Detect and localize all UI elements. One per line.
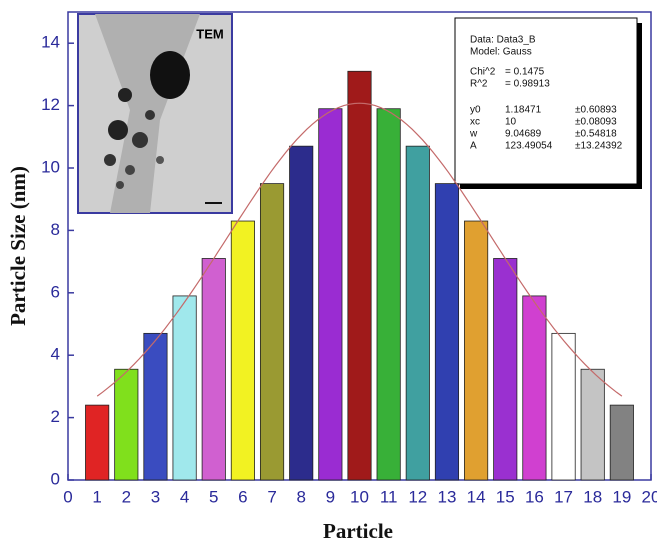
fit-model: Model: Gauss (470, 47, 532, 58)
bar (376, 108, 401, 481)
x-tick-label: 16 (525, 487, 544, 506)
x-tick-label: 12 (408, 487, 427, 506)
bar (289, 145, 314, 481)
y-tick-label: 14 (41, 33, 60, 52)
fit-param-name: y0 (470, 105, 481, 116)
fit-param-error: ±0.60893 (575, 105, 617, 116)
x-tick-label: 2 (122, 487, 131, 506)
fit-param-name: A (470, 141, 477, 152)
bar (318, 108, 343, 481)
x-tick-label: 18 (583, 487, 602, 506)
x-tick-label: 9 (326, 487, 335, 506)
bar (201, 258, 226, 481)
fit-param-value: 123.49054 (505, 141, 553, 152)
x-tick-label: 4 (180, 487, 189, 506)
y-tick-label: 10 (41, 157, 60, 176)
fit-param-error: ±0.54818 (575, 129, 617, 140)
fit-stat-name: Chi^2 (470, 67, 496, 78)
bar (230, 220, 255, 481)
y-tick-label: 0 (51, 469, 60, 488)
bar (85, 404, 110, 481)
fit-box: Data: Data3_B Model: Gauss (454, 17, 642, 189)
x-tick-label: 11 (380, 487, 398, 506)
fit-param-error: ±13.24392 (575, 141, 623, 152)
fit-param-value: 9.04689 (505, 129, 542, 140)
x-tick-label: 5 (209, 487, 218, 506)
bar (405, 145, 430, 481)
y-tick-label: 8 (51, 220, 60, 239)
bar (347, 70, 372, 481)
x-tick-label: 8 (296, 487, 305, 506)
x-axis-title: Particle (323, 519, 393, 543)
x-tick-label: 10 (350, 487, 369, 506)
x-tick-label: 13 (437, 487, 456, 506)
fit-stat-name: R^2 (470, 79, 488, 90)
x-tick-label: 15 (496, 487, 515, 506)
x-tick-label: 0 (63, 487, 72, 506)
inset-label: TEM (196, 26, 223, 41)
x-tick-label: 20 (642, 487, 657, 506)
fit-param-name: w (469, 129, 478, 140)
bar (464, 220, 489, 481)
y-axis-title: Particle Size (nm) (6, 166, 30, 326)
fit-stat-value: = 0.1475 (505, 67, 545, 78)
y-tick-label: 4 (51, 345, 60, 364)
x-tick-label: 3 (151, 487, 160, 506)
bar (434, 183, 460, 481)
x-tick-label: 14 (467, 487, 486, 506)
bar (114, 368, 139, 481)
bar (522, 295, 547, 481)
bar (493, 258, 518, 481)
bar (143, 332, 168, 481)
inset-image: TEM (77, 13, 233, 214)
bar (609, 404, 634, 481)
y-tick-label: 6 (51, 282, 60, 301)
x-tick-label: 1 (92, 487, 101, 506)
fit-data: Data: Data3_B (470, 35, 536, 46)
fit-param-value: 10 (505, 117, 517, 128)
fit-stat-value: = 0.98913 (505, 79, 550, 90)
bar (551, 332, 576, 481)
y-tick-label: 12 (41, 95, 60, 114)
x-tick-label: 19 (612, 487, 631, 506)
fit-param-value: 1.18471 (505, 105, 542, 116)
x-tick-label: 6 (238, 487, 247, 506)
bar (580, 368, 605, 481)
fit-curve (96, 102, 623, 397)
y-tick-label: 2 (51, 407, 60, 426)
x-tick-label: 17 (554, 487, 573, 506)
x-tick-label: 7 (267, 487, 276, 506)
bar (172, 295, 197, 481)
fit-param-error: ±0.08093 (575, 117, 617, 128)
fit-param-name: xc (470, 117, 480, 128)
bar (259, 183, 285, 481)
